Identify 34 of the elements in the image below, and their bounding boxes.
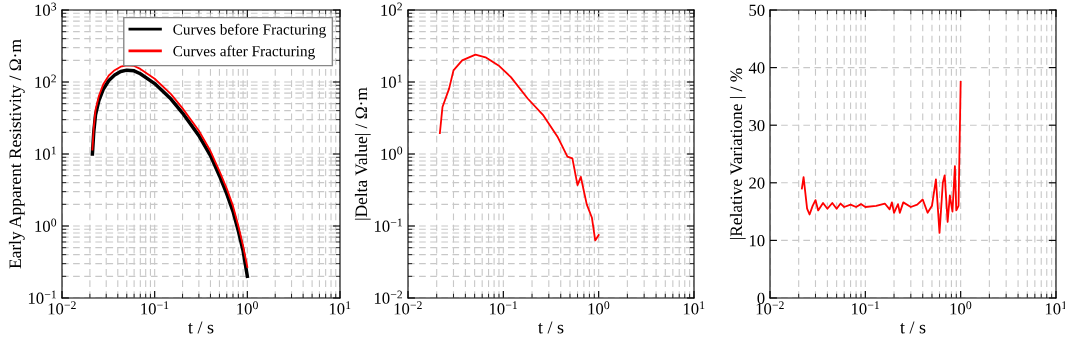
- y-tick-label: 40: [748, 62, 765, 74]
- x-tick-label: 10$^{−2}$: [394, 301, 422, 315]
- x-tick-label: 10$^{−1}$: [851, 301, 880, 315]
- y-tick-label: 10$^{2}$: [381, 2, 402, 16]
- y-axis-title: |Delta Value| / Ω·m: [354, 87, 371, 220]
- y-tick-label: 10$^{0}$: [381, 146, 403, 160]
- y-tick-label: 10: [749, 235, 765, 247]
- legend-label: Curves before Fracturing: [173, 23, 326, 38]
- x-tick-label: 10$^{−2}$: [48, 301, 76, 315]
- x-tick-label: 10$^{0}$: [950, 301, 972, 315]
- y-tick-label: 50: [749, 4, 765, 16]
- x-tick-label: 10$^{1}$: [329, 301, 351, 315]
- y-tick-label: 10$^{0}$: [35, 218, 57, 232]
- y-tick-label: 10$^{1}$: [35, 146, 56, 160]
- x-tick-label: 10$^{0}$: [588, 301, 610, 315]
- legend-label: Curves after Fracturing: [173, 45, 315, 60]
- y-tick-label: 0: [757, 292, 765, 304]
- x-axis-title: t / s: [538, 321, 564, 334]
- y-tick-label: 20: [749, 177, 765, 189]
- y-tick-label: 10$^{−1}$: [374, 218, 402, 232]
- y-tick-label: 10$^{3}$: [35, 2, 57, 16]
- x-tick-label: 10$^{0}$: [237, 301, 258, 315]
- y-tick-label: 10$^{2}$: [35, 74, 56, 88]
- y-tick-label: 10$^{−2}$: [374, 290, 403, 304]
- x-tick-label: 10$^{−1}$: [489, 301, 518, 315]
- y-tick-label: 10$^{1}$: [381, 74, 402, 88]
- y-axis-title: Early Apparent Resistivity / Ω·m: [8, 39, 25, 269]
- x-tick-label: 10$^{1}$: [683, 301, 705, 315]
- x-tick-label: 10$^{−1}$: [141, 301, 169, 315]
- y-tick-label: 10$^{−1}$: [28, 290, 56, 304]
- y-tick-label: 30: [749, 119, 765, 132]
- y-axis-title: |Relative Variatione | / %: [729, 68, 746, 239]
- x-axis-title: t / s: [188, 321, 214, 334]
- x-axis-title: t / s: [900, 321, 926, 334]
